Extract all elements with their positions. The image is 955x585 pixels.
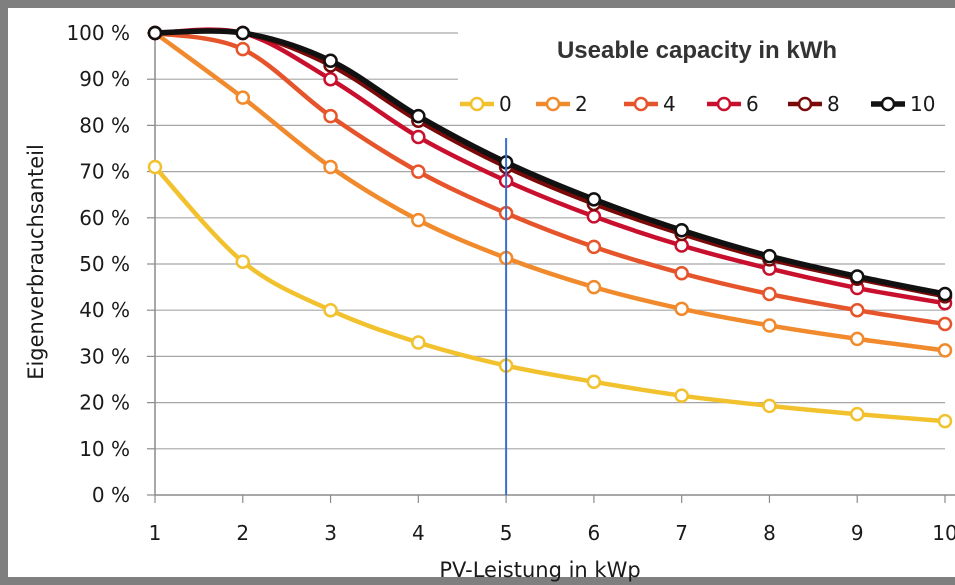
data-point (412, 110, 424, 122)
legend-swatch-marker (547, 98, 559, 110)
data-point (325, 55, 337, 67)
data-point (412, 337, 424, 349)
y-tick-label: 60 % (79, 206, 130, 230)
data-point (588, 376, 600, 388)
legend: Useable capacity in kWh 0 2 4 6 8 10 (458, 24, 948, 122)
x-tick-label: 4 (412, 521, 425, 545)
x-tick-label: 1 (149, 521, 162, 545)
data-point (939, 288, 951, 300)
y-tick-label: 30 % (79, 344, 130, 368)
data-point (763, 250, 775, 262)
data-point (676, 240, 688, 252)
data-point (676, 224, 688, 236)
data-point (851, 333, 863, 345)
legend-label: 6 (746, 92, 759, 116)
data-point (325, 110, 337, 122)
data-point (676, 303, 688, 315)
x-axis-title: PV-Leistung in kWp (439, 558, 640, 582)
x-tick-label: 7 (675, 521, 688, 545)
x-tick-labels: 1 2 3 4 5 6 7 8 9 10 (149, 521, 955, 545)
legend-label: 0 (499, 92, 512, 116)
data-point (588, 281, 600, 293)
data-point (237, 27, 249, 39)
data-point (325, 73, 337, 85)
legend-label: 4 (663, 92, 676, 116)
legend-label: 8 (827, 92, 840, 116)
y-tick-label: 80 % (79, 113, 130, 137)
y-tick-label: 70 % (79, 160, 130, 184)
data-point (149, 161, 161, 173)
data-point (851, 304, 863, 316)
x-tick-label: 5 (500, 521, 513, 545)
y-tick-label: 20 % (79, 391, 130, 415)
data-point (588, 210, 600, 222)
legend-swatch-marker (471, 98, 483, 110)
y-axis-title: Eigenverbrauchsanteil (24, 144, 48, 380)
data-point (237, 256, 249, 268)
data-point (676, 267, 688, 279)
data-point (763, 400, 775, 412)
data-point (412, 214, 424, 226)
y-tick-label: 0 % (92, 483, 130, 507)
y-tick-label: 40 % (79, 298, 130, 322)
data-point (939, 318, 951, 330)
series-line (155, 167, 945, 421)
data-point (237, 92, 249, 104)
data-point (412, 131, 424, 143)
x-tick-label: 2 (236, 521, 249, 545)
y-tick-labels: 0 % 10 % 20 % 30 % 40 % 50 % 60 % 70 % 80 % 90 % 1… (66, 21, 130, 507)
data-point (237, 43, 249, 55)
data-point (763, 288, 775, 300)
data-point (939, 415, 951, 427)
x-tick-label: 6 (588, 521, 601, 545)
data-point (588, 241, 600, 253)
y-tick-label: 100 % (66, 21, 130, 45)
x-tick-label: 3 (324, 521, 337, 545)
legend-label: 2 (575, 92, 588, 116)
data-point (325, 304, 337, 316)
data-point (412, 166, 424, 178)
data-point (588, 193, 600, 205)
data-point (325, 161, 337, 173)
legend-swatch-marker (635, 98, 647, 110)
y-tick-label: 90 % (79, 67, 130, 91)
data-point (939, 344, 951, 356)
legend-swatch-marker (799, 98, 811, 110)
data-point (676, 390, 688, 402)
legend-swatch-marker (882, 98, 894, 110)
data-point (763, 319, 775, 331)
legend-title: Useable capacity in kWh (557, 37, 837, 64)
x-tick-label: 8 (763, 521, 776, 545)
y-tick-label: 10 % (79, 437, 130, 461)
legend-swatch-marker (718, 98, 730, 110)
x-tick-label: 10 (932, 521, 955, 545)
y-tick-label: 50 % (79, 252, 130, 276)
data-point (851, 270, 863, 282)
legend-label: 10 (910, 92, 935, 116)
data-point (149, 27, 161, 39)
data-point (851, 408, 863, 420)
x-tick-label: 9 (851, 521, 864, 545)
